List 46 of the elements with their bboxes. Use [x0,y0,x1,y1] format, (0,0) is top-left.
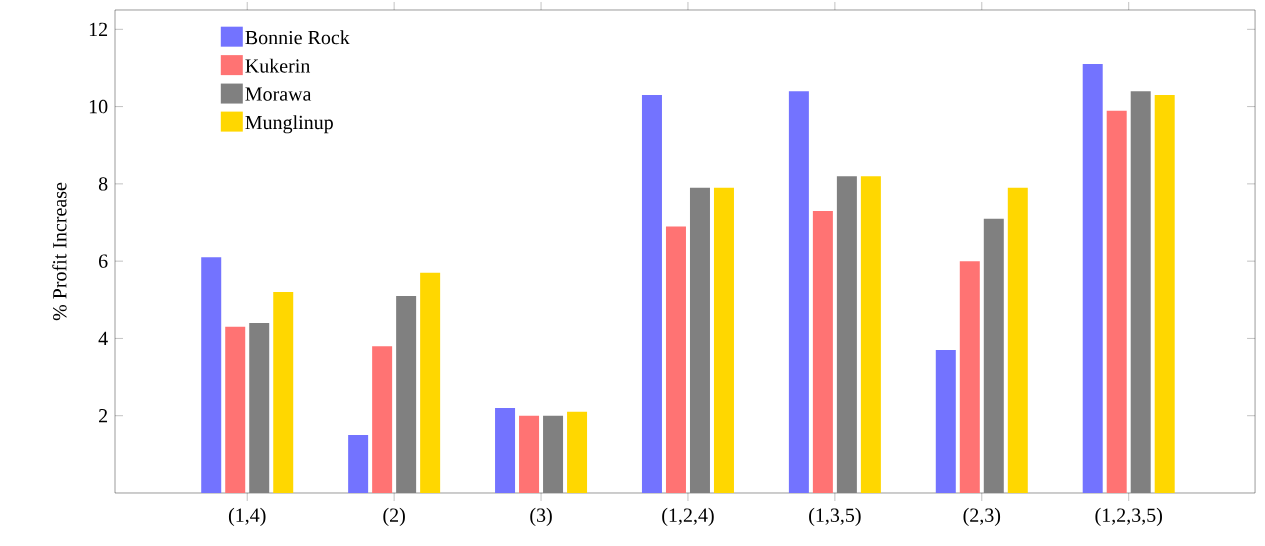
y-tick-label: 2 [99,409,108,423]
x-tick-label: (1,4) [228,507,266,526]
legend-label: Morawa [245,87,312,101]
bar [713,187,734,493]
bar [396,295,417,493]
bar [1106,110,1127,493]
bar [225,326,246,493]
x-tick-label: (2,3) [963,507,1001,526]
legend-label: Kukerin [245,58,311,73]
bar [1130,91,1151,493]
bar [983,218,1004,493]
bar [1082,64,1103,493]
x-tick-label: (1,3,5) [809,507,861,526]
bar [1154,95,1175,493]
bar [348,435,369,493]
bar [836,176,857,493]
x-tick-label: (2) [383,507,405,526]
bar [788,91,809,493]
bar [935,350,956,493]
bar [860,176,881,493]
bar [273,292,294,493]
bar [665,226,686,493]
y-tick-label: 8 [98,177,108,191]
legend-label: Munglinup [245,115,333,134]
bar [495,407,516,493]
y-tick-label: 4 [98,331,108,346]
x-tick-label: (3) [530,507,552,526]
bar [372,346,393,493]
bar [641,95,662,493]
x-tick-label: (1,2,3,5) [1095,507,1162,526]
y-tick-label: 10 [89,99,108,114]
bar [249,322,270,493]
bar [689,187,710,493]
bar [1007,187,1028,493]
bar [812,210,833,493]
y-tick-label: 12 [89,22,108,36]
bar [543,415,564,493]
legend-label: Bonnie Rock [245,30,350,45]
y-axis-title: % Profit Increase [52,182,67,321]
bar [201,257,222,493]
x-tick-label: (1,2,4) [662,507,714,526]
bar [959,261,980,493]
y-tick-label: 6 [99,254,108,268]
bar [567,411,588,493]
bar [420,272,441,493]
bar [519,415,540,493]
